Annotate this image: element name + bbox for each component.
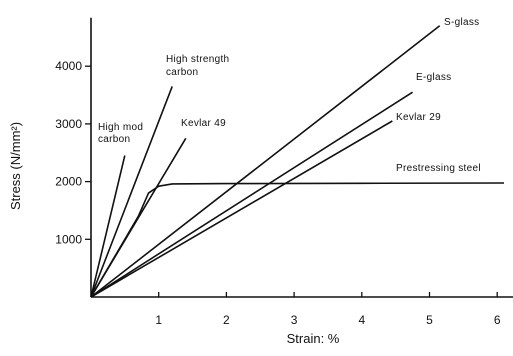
axes	[90, 17, 513, 298]
series-label-prestressing-steel: Prestressing steel	[396, 163, 481, 174]
series-label-e-glass: E-glass	[416, 72, 451, 83]
series-line-s-glass	[90, 25, 441, 298]
x-axis-title: Strain: %	[287, 331, 340, 346]
x-tick-label: 3	[291, 313, 298, 327]
y-tick-label: 1000	[55, 232, 82, 246]
y-tick-label: 3000	[55, 117, 82, 131]
tick-marks: 1 2 3 4 5 6 1000 2000 3000 4000	[55, 59, 501, 327]
series-label-kevlar-29: Kevlar 29	[396, 112, 441, 123]
series-line-high-strength-carbon	[90, 86, 173, 298]
series-line-e-glass	[90, 91, 414, 298]
y-tick-label: 2000	[55, 175, 82, 189]
series-line-kevlar-29	[90, 120, 393, 298]
series-lines	[90, 25, 505, 298]
x-tick-label: 2	[223, 313, 230, 327]
series-labels: High mod carbon High strength carbon Kevlar …	[98, 17, 481, 174]
series-label-s-glass: S-glass	[444, 17, 479, 28]
x-tick-label: 4	[358, 313, 365, 327]
x-tick-label: 6	[494, 313, 501, 327]
x-tick-label: 5	[426, 313, 433, 327]
x-tick-label: 1	[155, 313, 162, 327]
series-label-kevlar-49: Kevlar 49	[181, 118, 226, 129]
series-line-high-mod-carbon	[90, 155, 126, 298]
y-axis-title: Stress (N/mm²)	[8, 122, 23, 210]
series-line-prestressing-steel	[90, 182, 505, 298]
y-tick-label: 4000	[55, 59, 82, 73]
series-label-high-mod-carbon: High mod carbon	[98, 122, 143, 145]
series-label-high-strength-carbon: High strength carbon	[166, 54, 229, 78]
